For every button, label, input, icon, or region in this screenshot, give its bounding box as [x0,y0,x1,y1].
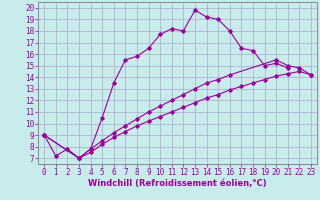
X-axis label: Windchill (Refroidissement éolien,°C): Windchill (Refroidissement éolien,°C) [88,179,267,188]
